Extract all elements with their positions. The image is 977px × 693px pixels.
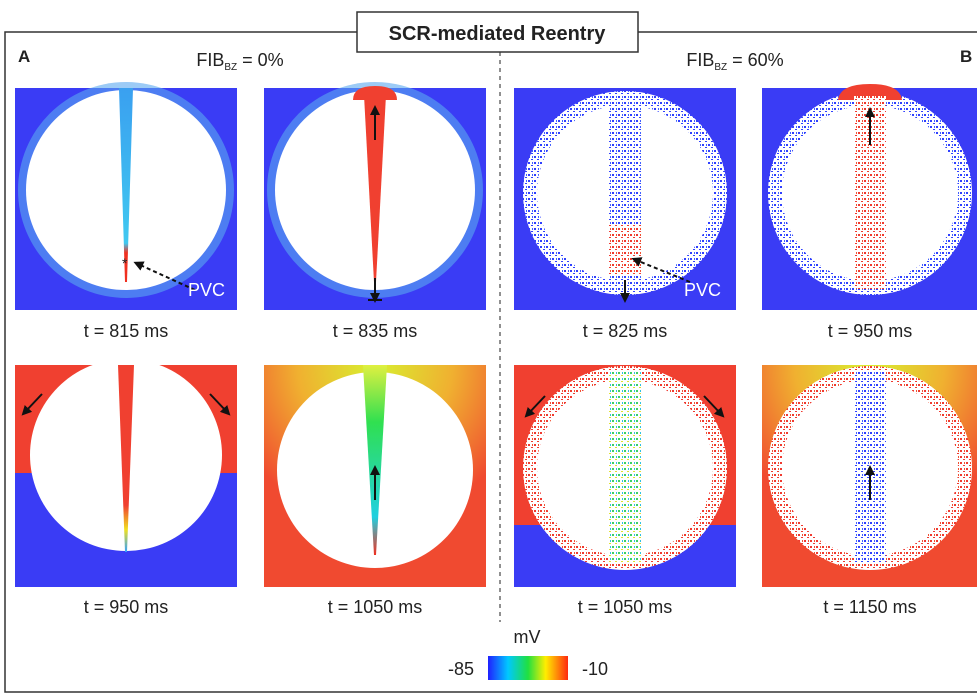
time-label: t = 815 ms — [84, 321, 169, 341]
colorbar-max: -10 — [582, 659, 608, 679]
title: SCR-mediated Reentry — [389, 23, 607, 45]
time-label: t = 950 ms — [828, 321, 913, 341]
colorbar — [488, 656, 568, 680]
condition: FIBBZ = 0% — [196, 50, 283, 73]
annotation: PVC — [684, 280, 721, 300]
sim-frame — [15, 359, 237, 587]
sim-frame — [264, 82, 486, 310]
condition-name: FIB — [196, 50, 224, 70]
time-label: t = 825 ms — [583, 321, 668, 341]
condition-value: = 0% — [237, 50, 284, 70]
annotation: PVC — [188, 280, 225, 300]
title-box — [356, 11, 639, 53]
time-label: t = 1150 ms — [823, 597, 916, 617]
sim-frame: PVC — [514, 88, 736, 310]
colorbar-min: -85 — [448, 659, 474, 679]
sim-frame — [762, 365, 977, 587]
panel-label: B — [960, 47, 972, 66]
condition-value: = 60% — [727, 50, 784, 70]
star: * — [122, 255, 128, 271]
condition-subscript: BZ — [714, 62, 727, 73]
condition: FIBBZ = 60% — [686, 50, 783, 73]
time-label: t = 1050 ms — [328, 597, 423, 617]
condition-name: FIB — [686, 50, 714, 70]
time-label: t = 835 ms — [333, 321, 418, 341]
sim-frame — [514, 365, 736, 587]
colorbar-unit: mV — [514, 627, 541, 647]
time-label: t = 1050 ms — [578, 597, 673, 617]
condition-subscript: BZ — [224, 62, 237, 73]
panel-label: A — [18, 47, 30, 66]
time-label: t = 950 ms — [84, 597, 169, 617]
sim-frame — [264, 365, 486, 587]
sim-frame — [762, 84, 977, 310]
sim-frame: * PVC — [15, 82, 237, 310]
